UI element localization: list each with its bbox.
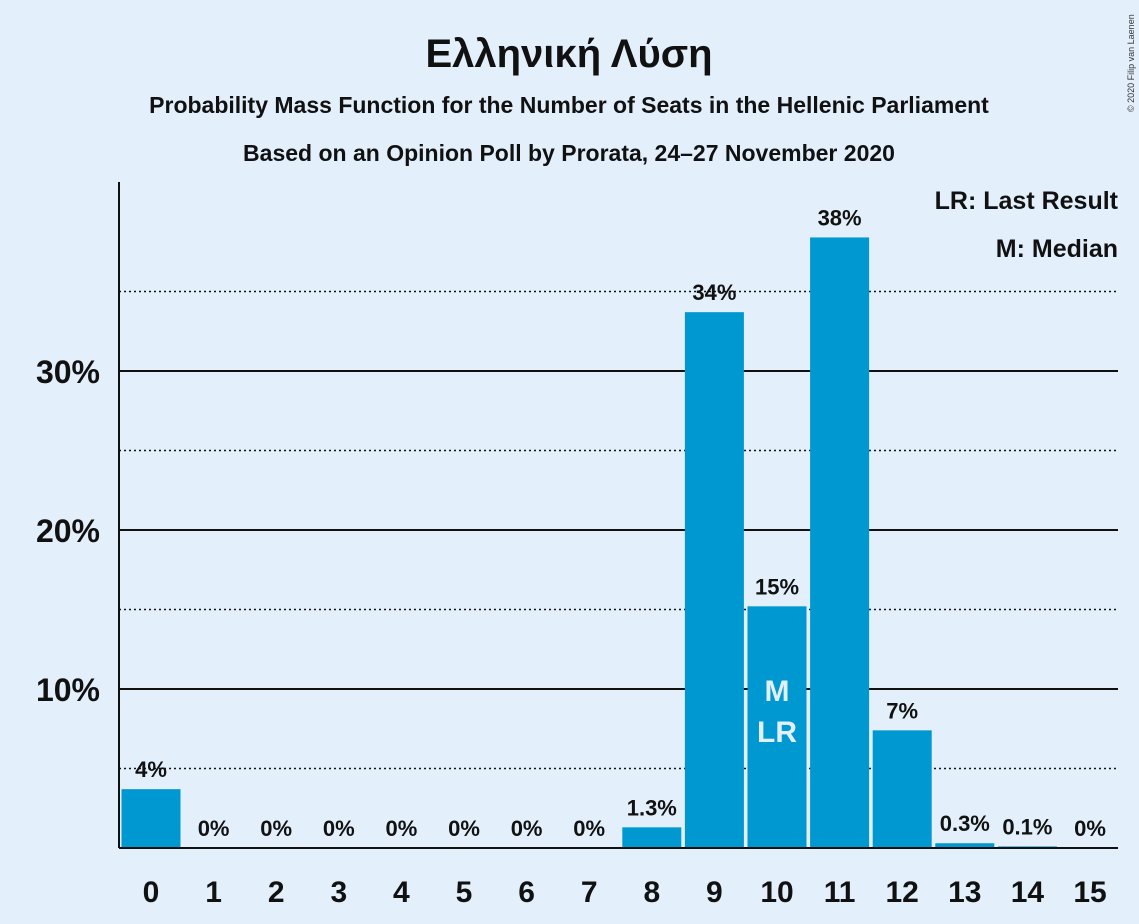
chart-subtitle-2: Based on an Opinion Poll by Prorata, 24–… <box>243 140 895 166</box>
last-result-marker: LR <box>757 716 797 749</box>
chart-subtitle-1: Probability Mass Function for the Number… <box>149 92 989 118</box>
bar-value-label: 34% <box>692 280 736 305</box>
bar-seat-13 <box>935 843 995 848</box>
bar-value-label: 0% <box>386 816 418 841</box>
x-tick-label: 4 <box>393 876 410 909</box>
y-tick-label: 10% <box>36 672 100 708</box>
bar-seat-10 <box>747 606 807 848</box>
bar-value-label: 4% <box>135 757 167 782</box>
bar-value-label: 1.3% <box>627 795 677 820</box>
x-tick-label: 2 <box>268 876 285 909</box>
bar-seat-12 <box>872 730 932 848</box>
bar-seat-0 <box>121 789 181 848</box>
chart-title: Ελληνική Λύση <box>425 32 712 76</box>
bar-value-label: 0% <box>448 816 480 841</box>
bar-value-label: 0.3% <box>940 811 990 836</box>
bar-seat-9 <box>684 312 744 848</box>
axes: 10%20%30%0 1 2 3 4 5 6 7 8 9 10 11 12 13 14 15 <box>36 182 1118 909</box>
x-tick-label: 11 <box>824 876 856 909</box>
x-tick-label: 13 <box>948 876 981 909</box>
bar-value-label: 0% <box>573 816 605 841</box>
legend-median: M: Median <box>996 235 1118 263</box>
bar-value-label: 0.1% <box>1002 814 1052 839</box>
x-tick-label: 0 <box>143 876 160 909</box>
bar-seat-8 <box>622 827 682 848</box>
x-tick-label: 1 <box>205 876 222 909</box>
y-tick-label: 30% <box>36 354 100 390</box>
bar-value-label: 0% <box>260 816 292 841</box>
x-tick-label: 5 <box>456 876 473 909</box>
x-tick-label: 6 <box>518 876 535 909</box>
y-tick-label: 20% <box>36 513 100 549</box>
x-tick-label: 7 <box>581 876 598 909</box>
x-tick-label: 8 <box>643 876 660 909</box>
median-marker: M <box>765 675 790 708</box>
x-tick-label: 10 <box>760 876 793 909</box>
bars: 4% 0% 0% 0% 0% 0% 0% 0% 1.3% 34% 15% M LR 38% 7% 0.3% 0.… <box>121 205 1106 848</box>
bar-value-label: 7% <box>886 698 918 723</box>
x-tick-label: 15 <box>1073 876 1106 909</box>
bar-value-label: 0% <box>511 816 543 841</box>
bar-value-label: 0% <box>323 816 355 841</box>
x-tick-label: 14 <box>1011 876 1045 909</box>
x-tick-label: 9 <box>706 876 723 909</box>
x-tick-label: 3 <box>330 876 347 909</box>
legend-last-result: LR: Last Result <box>935 187 1119 215</box>
copyright-notice: © 2020 Filip van Laenen <box>1126 14 1136 112</box>
bar-value-label: 38% <box>818 205 862 230</box>
bar-value-label: 0% <box>198 816 230 841</box>
x-tick-label: 12 <box>886 876 919 909</box>
bar-value-label: 15% <box>755 574 799 599</box>
bar-value-label: 0% <box>1074 816 1106 841</box>
gridlines <box>119 290 1118 770</box>
bar-seat-11 <box>810 237 870 848</box>
